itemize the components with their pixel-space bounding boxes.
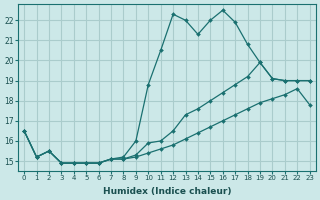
X-axis label: Humidex (Indice chaleur): Humidex (Indice chaleur) [103, 187, 231, 196]
